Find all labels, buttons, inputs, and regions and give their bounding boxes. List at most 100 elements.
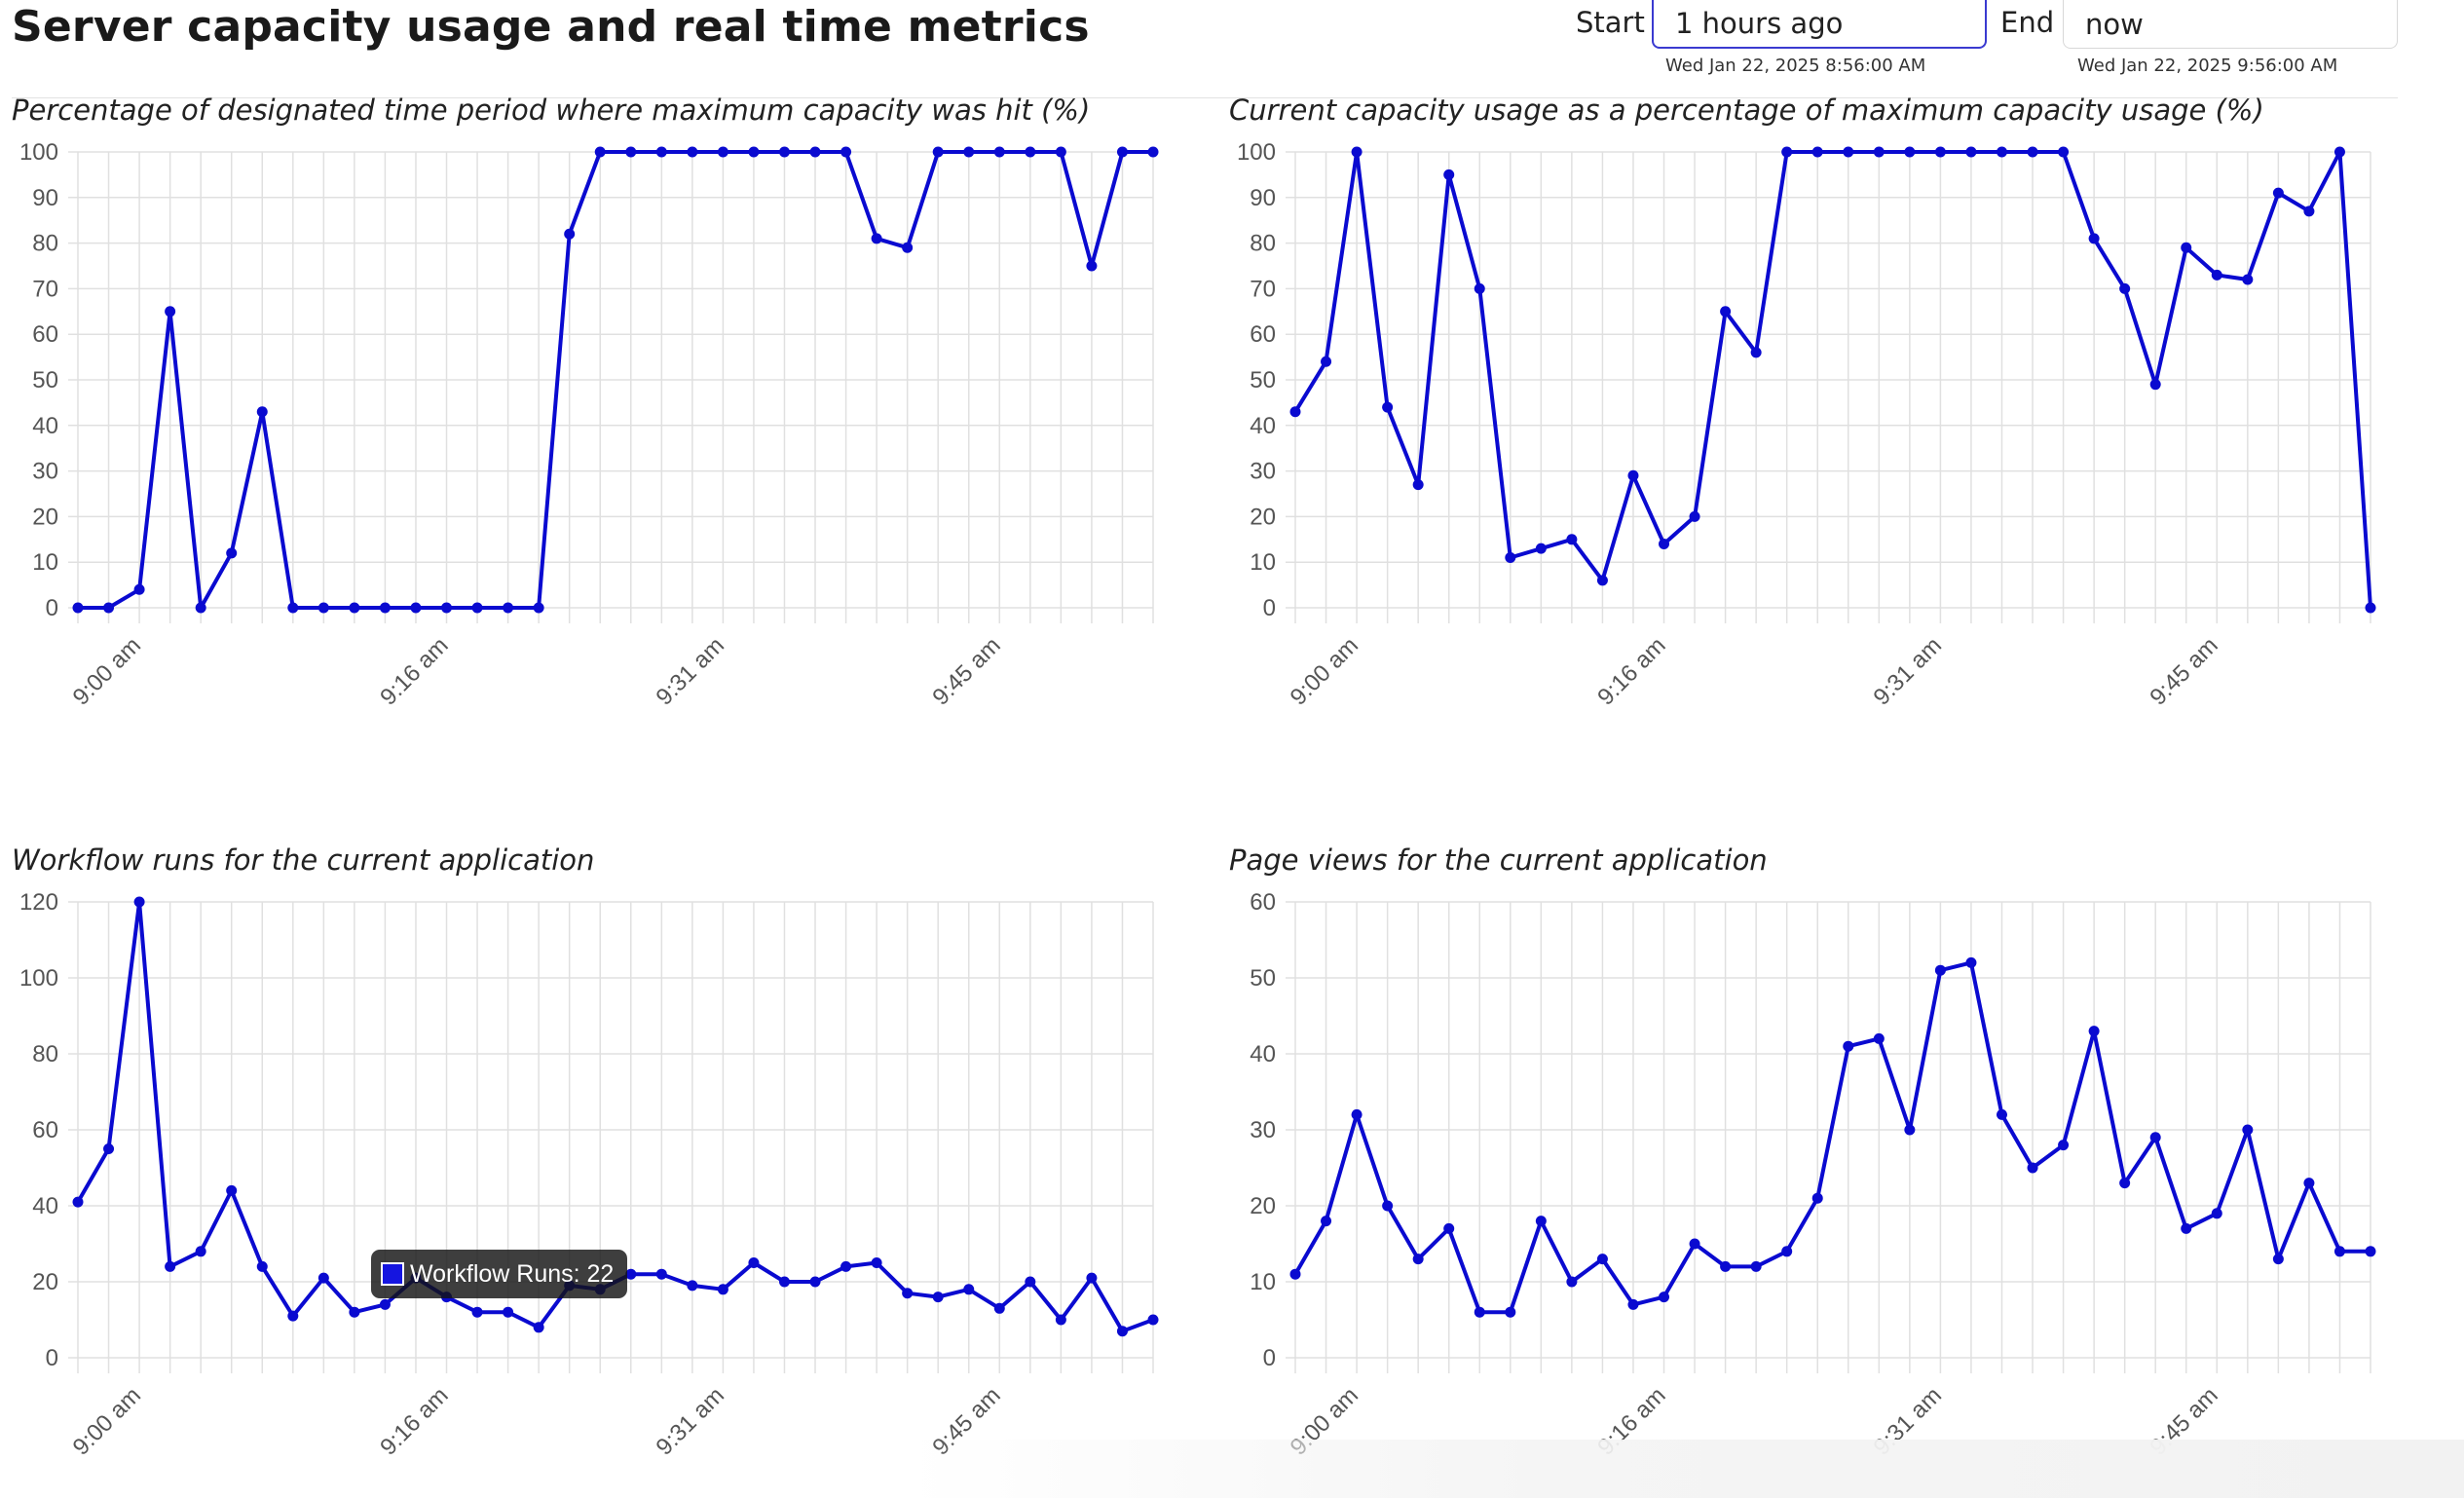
x-tick-label: 9:31 am [652,1382,729,1460]
data-point [2333,1246,2345,1257]
data-point [2242,274,2254,285]
data-point [2242,1124,2254,1136]
data-point [133,583,145,595]
data-point [1996,146,2007,158]
data-point [1412,1254,1424,1265]
data-point [533,1322,544,1333]
data-point [1351,1108,1363,1120]
y-tick-label: 0 [1263,1345,1276,1371]
data-point [441,602,453,614]
chart-title: Workflow runs for the current applicatio… [12,843,595,877]
x-tick-label: 9:45 am [2145,632,2222,710]
data-point [72,602,84,614]
data-point [902,1288,914,1299]
data-point [2181,1222,2192,1234]
data-point [1025,1276,1036,1288]
bottom-shadow [906,1440,2464,1498]
data-point [2303,1178,2315,1189]
y-tick-label: 60 [1250,889,1276,916]
data-point [1289,406,1301,418]
x-tick-label: 9:00 am [68,632,146,710]
data-point [317,602,329,614]
data-point [256,406,268,418]
data-point [809,146,821,158]
data-point [809,1276,821,1288]
data-point [2211,269,2222,281]
data-point [840,146,852,158]
data-point [1627,1298,1639,1310]
data-point [655,146,667,158]
y-tick-label: 50 [1250,367,1276,393]
data-point [503,1306,514,1318]
data-point [1505,1306,1516,1318]
data-point [1750,1260,1762,1272]
chart-title: Page views for the current application [1229,843,1768,877]
y-tick-label: 40 [1250,413,1276,439]
data-point [1689,1238,1700,1250]
grid [1286,901,2371,1373]
data-point [871,1257,882,1268]
y-tick-label: 70 [32,276,58,302]
data-point [1873,146,1885,158]
y-tick-label: 40 [1250,1041,1276,1067]
start-time-input[interactable] [1652,0,1987,49]
y-tick-label: 70 [1250,276,1276,302]
data-point [1811,1192,1823,1204]
data-point [379,602,391,614]
data-point [1781,146,1793,158]
data-point [103,1143,115,1154]
data-point [1535,1216,1547,1227]
y-tick-label: 0 [46,1345,58,1371]
data-point [687,146,698,158]
data-point [2119,282,2131,294]
data-point [1382,401,1394,413]
data-point [103,602,115,614]
y-tick-label: 90 [32,185,58,211]
data-point [1720,1260,1732,1272]
data-point [317,1272,329,1284]
data-point [349,602,360,614]
data-point [871,233,882,244]
data-point [195,602,206,614]
x-tick-label: 9:31 am [652,632,729,710]
data-point [564,228,576,240]
data-point [1025,146,1036,158]
data-point [533,602,544,614]
y-tick-label: 20 [32,1269,58,1295]
y-tick-label: 20 [32,504,58,530]
series-line [1293,150,2372,609]
data-point [2119,1178,2131,1189]
data-point [778,1276,790,1288]
y-tick-label: 0 [46,595,58,621]
grid [68,151,1154,623]
y-tick-label: 90 [1250,185,1276,211]
end-label: End [2000,6,2055,39]
data-point [655,1268,667,1280]
y-tick-label: 30 [1250,1117,1276,1143]
x-tick-label: 9:31 am [1869,632,1947,710]
data-point [165,1260,176,1272]
y-tick-label: 60 [32,321,58,348]
data-point [1289,1268,1301,1280]
data-point [717,1284,728,1295]
data-point [2058,1140,2070,1151]
data-point [1474,282,1485,294]
data-point [932,1292,944,1303]
data-point [594,146,606,158]
data-point [840,1260,852,1272]
data-point [748,1257,760,1268]
x-tick-label: 9:00 am [1286,632,1363,710]
data-point [748,146,760,158]
end-time-input[interactable] [2063,0,2398,49]
data-point [226,547,238,559]
data-point [1535,543,1547,554]
data-point [2272,1254,2284,1265]
max-capacity-hit-chart: Percentage of designated time period whe… [12,94,1180,727]
chart-title: Current capacity usage as a percentage o… [1229,94,2264,127]
y-tick-label: 0 [1263,595,1276,621]
data-point [625,146,637,158]
data-point [2027,146,2038,158]
data-point [1566,534,1578,545]
y-tick-label: 50 [32,367,58,393]
